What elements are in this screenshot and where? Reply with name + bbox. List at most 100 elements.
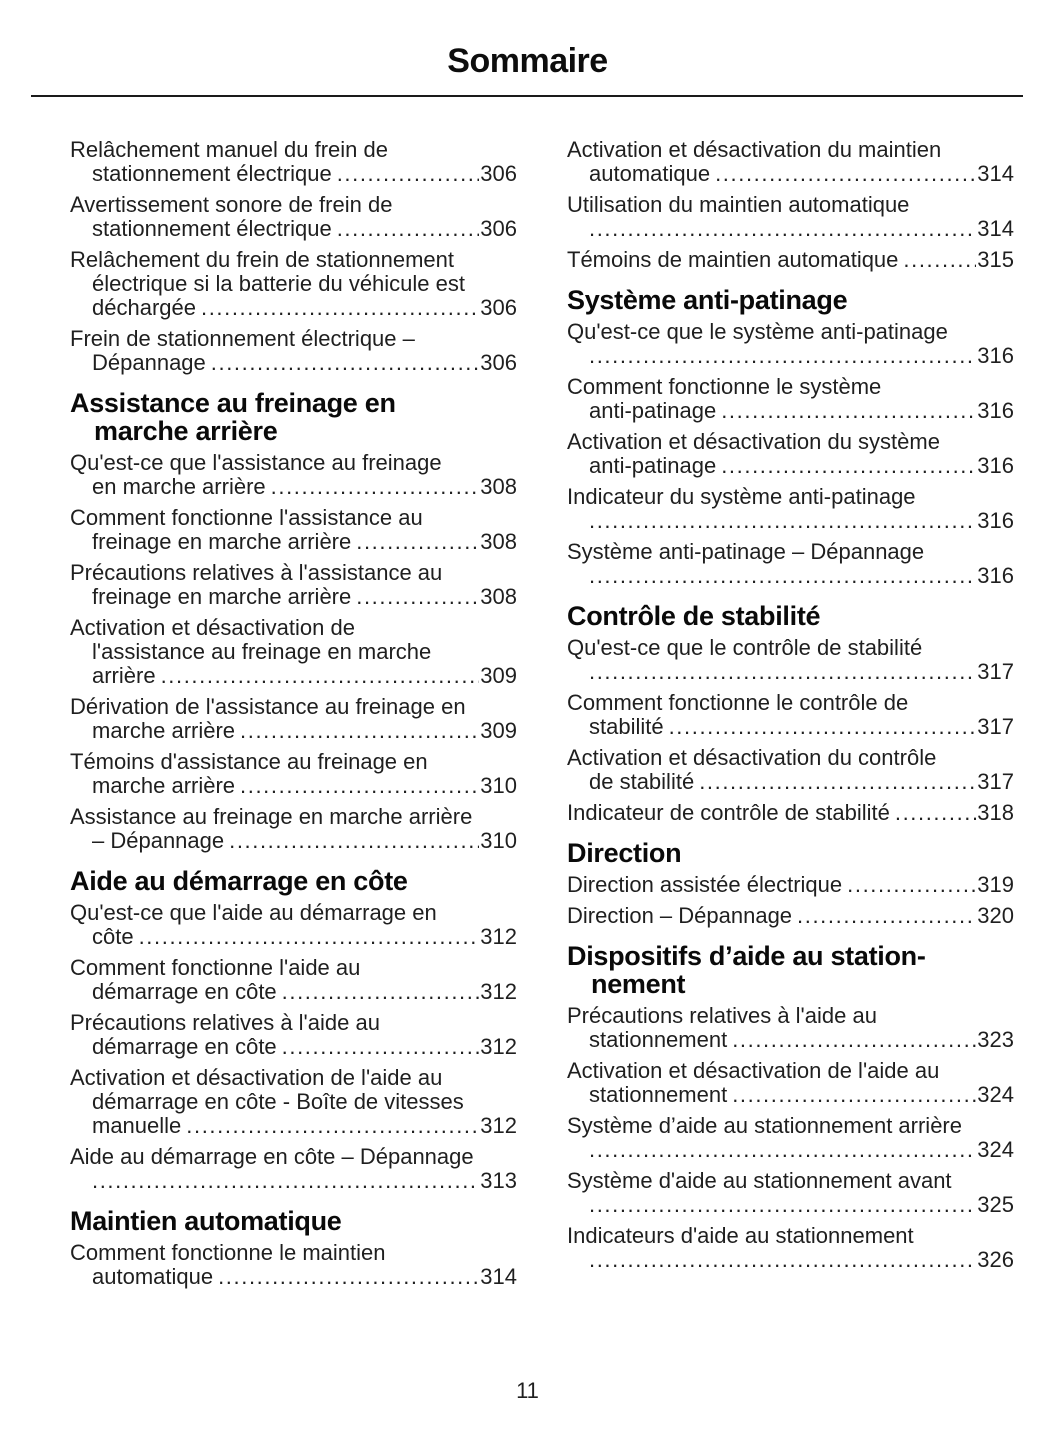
entry-last-line: en marche arrière.......................… (70, 475, 517, 499)
toc-entry[interactable]: Comment fonctionne le maintien automatiqu… (70, 1241, 517, 1289)
toc-entry[interactable]: Comment fonctionne l'aide au démarrage en… (70, 956, 517, 1004)
entry-label: Témoins de maintien automatique (567, 247, 899, 272)
toc-entry[interactable]: Activation et désactivation du système an… (567, 430, 1014, 478)
toc-entry[interactable]: Indicateur de contrôle de stabilité.....… (567, 801, 1014, 825)
toc-entry[interactable]: Frein de stationnement électrique – Dépan… (70, 327, 517, 375)
entry-page-number: 309 (480, 663, 517, 688)
dot-leader: ........................................… (589, 1193, 976, 1217)
entry-label: manuelle (92, 1113, 182, 1138)
entry-page-number: 312 (480, 1034, 517, 1059)
entry-page-number: 324 (977, 1082, 1014, 1107)
entry-page-number: 314 (977, 216, 1014, 241)
toc-entry[interactable]: Comment fonctionne le système anti-patina… (567, 375, 1014, 423)
entry-last-line: – Dépannage.............................… (70, 829, 517, 853)
entry-label: Dépannage (92, 350, 206, 375)
toc-section: Assistance au freinage en marche arrière Q… (70, 389, 517, 853)
toc-entry[interactable]: Dérivation de l'assistance au freinage e… (70, 695, 517, 743)
entry-page-number: 319 (977, 872, 1014, 897)
section-heading-line: nement (591, 969, 686, 999)
toc-entry[interactable]: Comment fonctionne le contrôle de stabili… (567, 691, 1014, 739)
entry-line: Frein de stationnement électrique – (70, 326, 415, 351)
entry-page-number: 308 (480, 584, 517, 609)
entry-page-number: 318 (977, 800, 1014, 825)
toc-entry[interactable]: Précautions relatives à l'assistance au f… (70, 561, 517, 609)
entry-page-number: 323 (977, 1027, 1014, 1052)
entry-line: Relâchement manuel du frein de (70, 137, 388, 162)
entry-page-number: 317 (977, 659, 1014, 684)
entry-page-number: 308 (480, 474, 517, 499)
entry-page-number: 312 (480, 1113, 517, 1138)
entry-last-line: démarrage en côte.......................… (70, 1035, 517, 1059)
entry-last-line: de stabilité............................… (567, 770, 1014, 794)
dot-leader: ........................................… (229, 829, 479, 853)
toc-entry[interactable]: Utilisation du maintien automatique.....… (567, 193, 1014, 241)
entry-page-number: 316 (977, 508, 1014, 533)
entry-line: Activation et désactivation du système (567, 429, 940, 454)
dot-leader: ........................................… (160, 664, 480, 688)
entry-last-line: freinage en marche arrière..............… (70, 530, 517, 554)
entry-label: anti-patinage (589, 453, 717, 478)
entry-last-line: anti-patinage...........................… (567, 399, 1014, 423)
toc-columns: Relâchement manuel du frein de stationnem… (0, 80, 1055, 1296)
dot-leader: ........................................… (336, 162, 480, 186)
toc-entry[interactable]: Qu'est-ce que l'assistance au freinage en… (70, 451, 517, 499)
dot-leader: ........................................… (92, 1169, 479, 1193)
entry-last-line: ........................................… (567, 1193, 1014, 1217)
toc-entry[interactable]: Direction assistée électrique...........… (567, 873, 1014, 897)
toc-entry[interactable]: Précautions relatives à l'aide au station… (567, 1004, 1014, 1052)
toc-entry[interactable]: Indicateurs d'aide au stationnement.....… (567, 1224, 1014, 1272)
toc-entry[interactable]: Avertissement sonore de frein de stationn… (70, 193, 517, 241)
toc-entry[interactable]: Témoins de maintien automatique.........… (567, 248, 1014, 272)
entry-label: de stabilité (589, 769, 695, 794)
toc-section: Contrôle de stabilité Qu'est-ce que le co… (567, 602, 1014, 825)
toc-entry[interactable]: Activation et désactivation de l'assistan… (70, 616, 517, 688)
toc-entry[interactable]: Système d'aide au stationnement avant...… (567, 1169, 1014, 1217)
section-heading: Maintien automatique (70, 1207, 517, 1235)
toc-entry[interactable]: Qu'est-ce que le contrôle de stabilité..… (567, 636, 1014, 684)
toc-entry[interactable]: Assistance au freinage en marche arrière… (70, 805, 517, 853)
toc-entry[interactable]: Activation et désactivation du contrôle d… (567, 746, 1014, 794)
entry-line: Avertissement sonore de frein de (70, 192, 393, 217)
entry-line: Indicateur du système anti-patinage (567, 484, 916, 509)
entry-last-line: ........................................… (567, 564, 1014, 588)
toc-entry[interactable]: Aide au démarrage en côte – Dépannage...… (70, 1145, 517, 1193)
entry-page-number: 312 (480, 979, 517, 1004)
entry-page-number: 306 (480, 295, 517, 320)
toc-section: Activation et désactivation du maintien a… (567, 138, 1014, 272)
toc-entry[interactable]: Précautions relatives à l'aide au démarra… (70, 1011, 517, 1059)
entry-last-line: ........................................… (567, 1138, 1014, 1162)
entry-last-line: marche arrière..........................… (70, 774, 517, 798)
toc-entry[interactable]: Système d’aide au stationnement arrière.… (567, 1114, 1014, 1162)
entry-line: Assistance au freinage en marche arrière (70, 804, 473, 829)
toc-entry[interactable]: Relâchement manuel du frein de stationnem… (70, 138, 517, 186)
entry-last-line: stationnement électrique................… (70, 217, 517, 241)
dot-leader: ........................................… (138, 925, 480, 949)
entry-last-line: Témoins de maintien automatique.........… (567, 248, 1014, 272)
entry-line: l'assistance au freinage en marche (92, 639, 432, 664)
toc-entry[interactable]: Direction – Dépannage...................… (567, 904, 1014, 928)
entry-line: Précautions relatives à l'aide au (70, 1010, 380, 1035)
toc-section: Relâchement manuel du frein de stationnem… (70, 138, 517, 375)
entry-label: en marche arrière (92, 474, 266, 499)
entry-line: Utilisation du maintien automatique (567, 192, 910, 217)
entry-page-number: 316 (977, 343, 1014, 368)
toc-entry[interactable]: Activation et désactivation de l'aide au… (70, 1066, 517, 1138)
entry-page-number: 306 (480, 161, 517, 186)
entry-line: Précautions relatives à l'aide au (567, 1003, 877, 1028)
toc-entry[interactable]: Témoins d'assistance au freinage en march… (70, 750, 517, 798)
toc-entry[interactable]: Relâchement du frein de stationnement éle… (70, 248, 517, 320)
toc-entry[interactable]: Activation et désactivation de l'aide au… (567, 1059, 1014, 1107)
entry-last-line: ........................................… (70, 1169, 517, 1193)
entry-page-number: 306 (480, 216, 517, 241)
dot-leader: ........................................… (218, 1265, 480, 1289)
toc-entry[interactable]: Système anti-patinage – Dépannage.......… (567, 540, 1014, 588)
toc-entry[interactable]: Indicateur du système anti-patinage.....… (567, 485, 1014, 533)
entry-last-line: ........................................… (567, 509, 1014, 533)
entry-page-number: 325 (977, 1192, 1014, 1217)
toc-entry[interactable]: Qu'est-ce que le système anti-patinage..… (567, 320, 1014, 368)
toc-entry[interactable]: Qu'est-ce que l'aide au démarrage en côte… (70, 901, 517, 949)
entry-label: Direction – Dépannage (567, 903, 793, 928)
toc-entry[interactable]: Comment fonctionne l'assistance au freina… (70, 506, 517, 554)
entry-line: Activation et désactivation de l'aide au (70, 1065, 443, 1090)
toc-entry[interactable]: Activation et désactivation du maintien a… (567, 138, 1014, 186)
